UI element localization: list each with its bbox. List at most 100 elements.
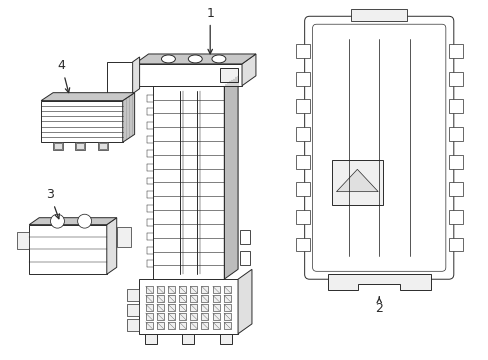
Bar: [179, 322, 186, 329]
Bar: [331, 161, 383, 205]
Bar: [212, 322, 219, 329]
Bar: [98, 142, 108, 150]
Bar: [201, 286, 208, 293]
Ellipse shape: [211, 55, 225, 63]
FancyBboxPatch shape: [304, 16, 453, 279]
Bar: [179, 295, 186, 302]
Bar: [167, 322, 175, 329]
Text: 1: 1: [206, 7, 214, 54]
Circle shape: [50, 214, 64, 228]
Polygon shape: [327, 274, 430, 290]
Bar: [201, 304, 208, 311]
Bar: [157, 286, 163, 293]
Bar: [75, 142, 85, 150]
Bar: [179, 313, 186, 320]
Bar: [448, 210, 462, 224]
Bar: [224, 322, 230, 329]
Bar: [179, 286, 186, 293]
Bar: [295, 238, 309, 251]
Bar: [224, 286, 230, 293]
Bar: [448, 44, 462, 58]
Bar: [134, 64, 242, 86]
Bar: [106, 62, 132, 94]
Ellipse shape: [161, 55, 175, 63]
Bar: [295, 155, 309, 168]
Bar: [182, 334, 194, 344]
Bar: [351, 9, 406, 21]
Polygon shape: [238, 269, 251, 334]
Polygon shape: [134, 54, 255, 64]
Bar: [295, 44, 309, 58]
Bar: [145, 304, 152, 311]
Bar: [448, 99, 462, 113]
Bar: [126, 289, 138, 301]
Bar: [167, 295, 175, 302]
Bar: [190, 286, 197, 293]
Bar: [145, 313, 152, 320]
Bar: [54, 143, 62, 149]
Circle shape: [78, 214, 91, 228]
Bar: [240, 251, 249, 265]
Bar: [448, 155, 462, 168]
Bar: [220, 334, 232, 344]
Bar: [167, 286, 175, 293]
Bar: [448, 72, 462, 86]
Polygon shape: [224, 76, 238, 279]
Bar: [167, 304, 175, 311]
Bar: [157, 313, 163, 320]
Bar: [295, 72, 309, 86]
Bar: [53, 142, 63, 150]
Bar: [99, 143, 107, 149]
Bar: [212, 295, 219, 302]
Bar: [295, 127, 309, 141]
Bar: [145, 286, 152, 293]
Polygon shape: [41, 93, 134, 100]
Bar: [212, 304, 219, 311]
Polygon shape: [242, 54, 255, 86]
Bar: [448, 238, 462, 251]
Polygon shape: [132, 57, 139, 94]
Bar: [212, 286, 219, 293]
Bar: [190, 304, 197, 311]
Text: 3: 3: [46, 188, 60, 219]
Bar: [17, 232, 29, 249]
Ellipse shape: [188, 55, 202, 63]
Bar: [76, 143, 84, 149]
Polygon shape: [29, 218, 117, 225]
Bar: [295, 210, 309, 224]
Bar: [295, 99, 309, 113]
Bar: [190, 313, 197, 320]
Bar: [41, 100, 122, 142]
Bar: [201, 322, 208, 329]
Bar: [201, 313, 208, 320]
Bar: [29, 225, 106, 274]
Bar: [220, 68, 238, 82]
Text: 4: 4: [58, 59, 70, 93]
Text: 2: 2: [374, 297, 383, 315]
Bar: [117, 227, 130, 247]
Bar: [152, 86, 224, 279]
Bar: [144, 334, 156, 344]
Polygon shape: [122, 93, 134, 142]
Bar: [212, 313, 219, 320]
Bar: [224, 313, 230, 320]
Bar: [126, 319, 138, 331]
Bar: [157, 304, 163, 311]
Bar: [224, 295, 230, 302]
Bar: [138, 279, 238, 334]
Polygon shape: [106, 218, 117, 274]
Bar: [295, 182, 309, 196]
Bar: [157, 295, 163, 302]
Bar: [145, 295, 152, 302]
Bar: [190, 295, 197, 302]
Polygon shape: [336, 169, 377, 192]
Bar: [240, 230, 249, 243]
Bar: [157, 322, 163, 329]
Bar: [448, 127, 462, 141]
Bar: [145, 322, 152, 329]
Bar: [126, 304, 138, 316]
Bar: [179, 304, 186, 311]
Bar: [167, 313, 175, 320]
Bar: [448, 182, 462, 196]
Bar: [201, 295, 208, 302]
